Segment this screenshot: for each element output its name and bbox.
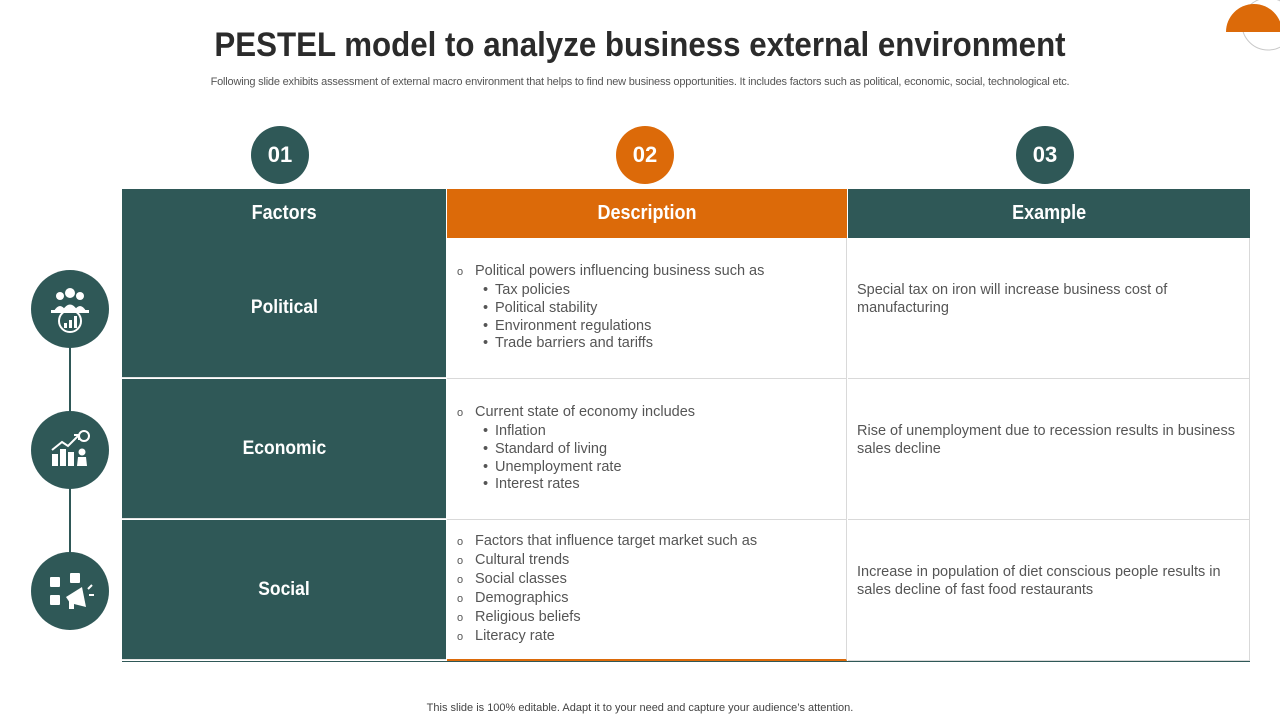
description-text: Interest rates <box>495 476 580 493</box>
dot-bullet-icon: • <box>482 440 489 457</box>
description-text: Factors that influence target market suc… <box>475 532 758 549</box>
dot-bullet-icon: • <box>482 422 489 439</box>
table-row: Economic o Current state of economy includ… <box>122 379 1250 520</box>
circle-bullet-icon: o <box>457 535 464 548</box>
step-01-badge: 01 <box>251 126 309 184</box>
pestel-table: Factors Description Example Political o Po… <box>122 189 1250 662</box>
dot-bullet-icon: • <box>482 299 489 316</box>
description-line: • Tax policies <box>457 282 846 300</box>
dot-bullet-icon: • <box>482 476 489 493</box>
description-line: • Unemployment rate <box>457 459 846 477</box>
description-text: Current state of economy includes <box>475 403 696 420</box>
factor-label: Economic <box>242 437 326 459</box>
example-cell: Special tax on iron will increase busine… <box>848 238 1250 379</box>
example-text: Rise of unemployment due to recession re… <box>857 423 1235 457</box>
description-line: o Social classes <box>457 571 846 590</box>
header-example: Example <box>848 189 1250 238</box>
circle-bullet-icon: o <box>457 573 464 586</box>
description-line: • Inflation <box>457 423 846 441</box>
description-text: Literacy rate <box>475 627 555 644</box>
description-cell: o Factors that influence target market su… <box>447 520 847 661</box>
description-text: Environment regulations <box>495 317 652 334</box>
circle-bullet-icon: o <box>457 265 464 278</box>
description-line: • Trade barriers and tariffs <box>457 335 846 353</box>
table-row: Political o Political powers influencing b… <box>122 238 1250 379</box>
description-cell: o Current state of economy includes • Infla… <box>447 379 847 520</box>
description-cell: o Political powers influencing business s… <box>447 238 847 379</box>
people-chart-icon <box>31 270 109 348</box>
step-02-badge: 02 <box>616 126 674 184</box>
header-factors: Factors <box>122 189 446 238</box>
factor-cell: Economic <box>122 379 446 519</box>
page-title: PESTEL model to analyze business externa… <box>214 26 1066 64</box>
dot-bullet-icon: • <box>482 281 489 298</box>
example-text: Increase in population of diet conscious… <box>857 564 1221 598</box>
description-line: • Interest rates <box>457 476 846 494</box>
growth-chart-icon <box>31 411 109 489</box>
description-text: Tax policies <box>495 281 570 298</box>
factor-label: Social <box>258 578 310 600</box>
dot-bullet-icon: • <box>482 335 489 352</box>
description-line: o Factors that influence target market su… <box>457 533 846 552</box>
step-03-badge: 03 <box>1016 126 1074 184</box>
footer-note: This slide is 100% editable. Adapt it to… <box>426 702 854 714</box>
example-cell: Increase in population of diet conscious… <box>848 520 1250 661</box>
dot-bullet-icon: • <box>482 458 489 475</box>
description-line: • Political stability <box>457 300 846 318</box>
example-text: Special tax on iron will increase busine… <box>857 282 1168 316</box>
factor-cell: Political <box>122 238 446 378</box>
description-line: o Religious beliefs <box>457 609 846 628</box>
corner-decoration <box>1226 0 1280 51</box>
circle-bullet-icon: o <box>457 611 464 624</box>
circle-bullet-icon: o <box>457 406 464 419</box>
circle-bullet-icon: o <box>457 554 464 567</box>
description-text: Inflation <box>495 422 546 439</box>
description-text: Political stability <box>495 299 598 316</box>
description-text: Political powers influencing business su… <box>475 262 765 279</box>
description-line: o Cultural trends <box>457 552 846 571</box>
circle-bullet-icon: o <box>457 630 464 643</box>
description-text: Trade barriers and tariffs <box>495 335 653 352</box>
description-text: Cultural trends <box>475 551 570 568</box>
page-subtitle: Following slide exhibits assessment of e… <box>210 76 1070 88</box>
factor-label: Political <box>250 296 318 318</box>
description-line: • Standard of living <box>457 441 846 459</box>
description-line: o Demographics <box>457 590 846 609</box>
factor-cell: Social <box>122 520 446 660</box>
social-media-megaphone-icon <box>31 552 109 630</box>
description-text: Social classes <box>475 570 567 587</box>
table-row: Social o Factors that influence target mar… <box>122 520 1250 661</box>
description-text: Unemployment rate <box>495 458 622 475</box>
description-text: Demographics <box>475 589 569 606</box>
description-line: o Political powers influencing business s… <box>457 263 846 282</box>
circle-bullet-icon: o <box>457 592 464 605</box>
description-text: Standard of living <box>495 440 608 457</box>
description-line: o Current state of economy includes <box>457 404 846 423</box>
description-text: Religious beliefs <box>475 608 581 625</box>
header-description: Description <box>447 189 847 238</box>
description-line: • Environment regulations <box>457 318 846 336</box>
dot-bullet-icon: • <box>482 317 489 334</box>
example-cell: Rise of unemployment due to recession re… <box>848 379 1250 520</box>
description-line: o Literacy rate <box>457 628 846 647</box>
